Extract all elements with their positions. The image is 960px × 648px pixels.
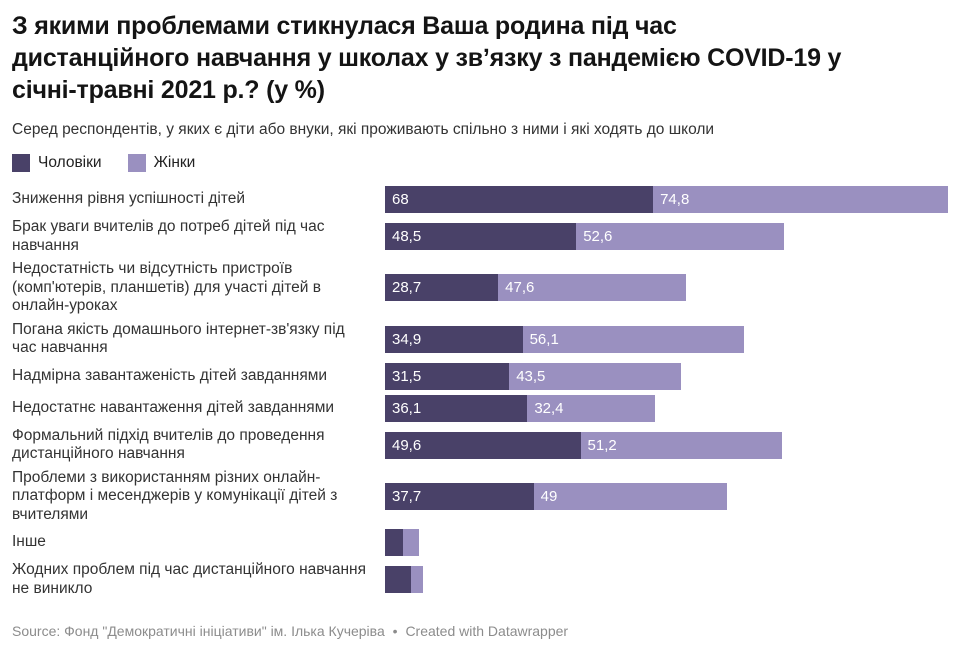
bar-men: 37,7 <box>385 482 534 510</box>
bar-group: 68 74,8 <box>385 186 948 213</box>
value-label: 32,4 <box>534 399 564 417</box>
value-label: 49,6 <box>392 436 422 454</box>
bar-group: 48,5 52,6 <box>385 223 784 250</box>
category-label: Погана якість домашнього інтернет-зв'язк… <box>12 320 345 357</box>
category-label: Зниження рівня успішності дітей <box>12 190 246 208</box>
value-label: 51,2 <box>587 436 617 454</box>
value-label: 68 <box>392 191 409 208</box>
value-label: 47,6 <box>505 279 535 297</box>
bar-group: 34,9 56,1 <box>385 325 744 353</box>
bar-group: 31,5 43,5 <box>385 362 681 390</box>
value-label: 28,7 <box>392 279 422 297</box>
chart-row: Недостатність чи відсутність пристроїв (… <box>12 260 948 316</box>
bar-men: 31,5 <box>385 362 510 390</box>
chart-title: З якими проблемами стикнулася Ваша родин… <box>12 10 948 106</box>
category-label: Брак уваги вчителів до потреб дітей під … <box>12 218 325 254</box>
bar-women: 47,6 <box>498 274 686 302</box>
bar-group <box>385 529 420 556</box>
bar-men: 34,9 <box>385 325 523 353</box>
chart-title-line-3: січні-травні 2021 р.? (у %) <box>12 76 325 104</box>
chart-row: Надмірна завантаженість дітей завданнями… <box>12 362 948 390</box>
value-label: 56,1 <box>529 330 559 348</box>
category-label: Недостатність чи відсутність пристроїв (… <box>12 260 321 314</box>
bar-women: 74,8 <box>653 186 948 213</box>
bar-men: 36,1 <box>385 394 528 422</box>
bar-men <box>385 566 412 593</box>
value-label: 48,5 <box>392 228 422 245</box>
bar-men: 68 <box>385 186 654 213</box>
chart-row: Формальний підхід вчителів до проведення… <box>12 427 948 464</box>
chart-row: Погана якість домашнього інтернет-зв'язк… <box>12 321 948 358</box>
chart-rows: Зниження рівня успішності дітей 68 74,8 Бра… <box>12 186 948 598</box>
category-label: Жодних проблем під час дистанційного нав… <box>12 561 367 597</box>
value-label: 37,7 <box>392 487 422 505</box>
bar-women: 51,2 <box>580 431 783 459</box>
value-label: 43,5 <box>516 367 546 385</box>
legend: Чоловіки Жінки <box>12 154 948 172</box>
bar-women: 43,5 <box>509 362 681 390</box>
source-text: Source: Фонд "Демократичні ініціативи" і… <box>12 623 385 639</box>
legend-label-women: Жінки <box>153 154 196 171</box>
category-label: Проблеми з використанням різних онлайн-п… <box>12 468 338 523</box>
bar-women: 32,4 <box>527 394 656 422</box>
value-label: 36,1 <box>392 399 422 417</box>
legend-swatch-men <box>12 154 30 172</box>
bar-women: 56,1 <box>522 325 744 353</box>
legend-label-men: Чоловіки <box>38 154 102 171</box>
footer: Source: Фонд "Демократичні ініціативи" і… <box>12 623 948 640</box>
legend-item-men: Чоловіки <box>12 154 102 172</box>
chart-title-line-1: З якими проблемами стикнулася Ваша родин… <box>12 12 677 40</box>
bar-women: 49 <box>533 482 727 510</box>
value-label: 31,5 <box>392 367 422 385</box>
bar-men <box>385 529 404 556</box>
bar-men: 28,7 <box>385 274 499 302</box>
value-label: 74,8 <box>660 191 690 208</box>
bar-women <box>411 566 424 593</box>
category-label: Надмірна завантаженість дітей завданнями <box>12 366 328 384</box>
category-label: Інше <box>12 533 46 551</box>
chart-row: Брак уваги вчителів до потреб дітей під … <box>12 218 948 255</box>
legend-swatch-women <box>127 154 146 172</box>
category-label: Формальний підхід вчителів до проведення… <box>12 426 325 463</box>
bar-group: 37,7 49 <box>385 482 727 510</box>
chart-subtitle: Серед респондентів, у яких є діти або вн… <box>12 121 715 138</box>
datawrapper-credit-link[interactable]: Created with Datawrapper <box>405 623 569 639</box>
chart-title-line-2: дистанційного навчання у школах у звʼязк… <box>12 44 842 72</box>
value-label: 52,6 <box>583 228 613 245</box>
bar-men: 49,6 <box>385 431 581 459</box>
footer-separator: • <box>392 623 398 639</box>
bar-group <box>385 566 424 593</box>
value-label: 34,9 <box>392 330 422 348</box>
chart-row: Зниження рівня успішності дітей 68 74,8 <box>12 186 948 213</box>
category-label: Недостатнє навантаження дітей завданнями <box>12 398 335 416</box>
bar-group: 36,1 32,4 <box>385 394 656 422</box>
chart-row: Жодних проблем під час дистанційного нав… <box>12 561 948 598</box>
bar-men: 48,5 <box>385 223 577 250</box>
legend-item-women: Жінки <box>127 154 196 172</box>
bar-group: 49,6 51,2 <box>385 431 783 459</box>
chart-row: Інше <box>12 529 948 556</box>
chart-row: Недостатнє навантаження дітей завданнями… <box>12 394 948 422</box>
bar-group: 28,7 47,6 <box>385 274 686 302</box>
bar-women <box>403 529 420 556</box>
chart-row: Проблеми з використанням різних онлайн-п… <box>12 469 948 525</box>
value-label: 49 <box>540 487 558 505</box>
bar-women: 52,6 <box>576 223 784 250</box>
